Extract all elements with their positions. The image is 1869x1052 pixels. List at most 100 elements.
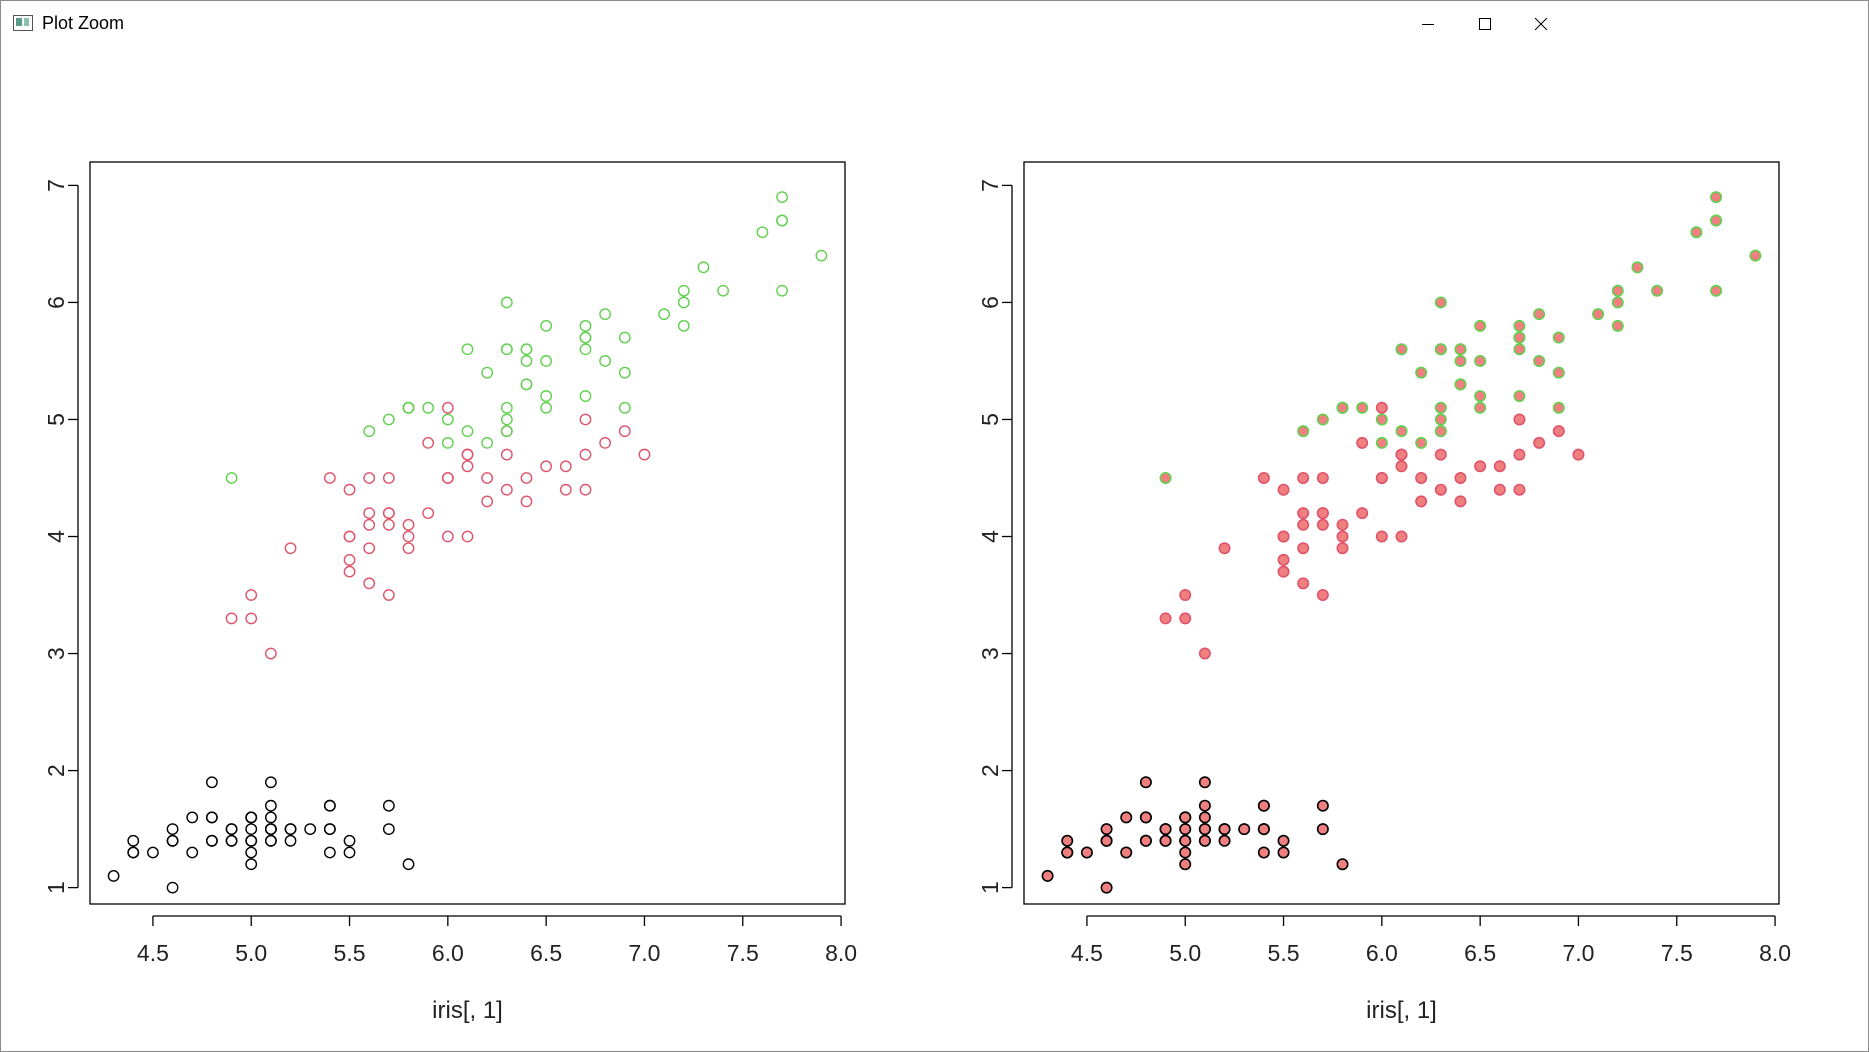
x-axis-label: iris[, 1]	[1366, 997, 1437, 1024]
scatter-plot-open-markers: 4.5 5.0 5.5 6.0 6.5 7.0 7.5 8.0 iris[, 1] 1 2 3 4 5 6 7	[43, 161, 857, 1024]
data-point	[1493, 483, 1506, 496]
x-tick-label: 4.5	[137, 940, 169, 966]
data-point	[127, 846, 140, 859]
data-point	[1434, 343, 1447, 356]
data-point	[245, 589, 258, 601]
data-point	[1297, 425, 1310, 438]
data-point	[1218, 823, 1231, 836]
data-point	[481, 366, 494, 379]
data-point	[1198, 799, 1211, 812]
data-point	[1651, 284, 1664, 297]
data-point	[618, 331, 631, 344]
data-point	[1375, 413, 1388, 426]
data-point	[382, 823, 395, 835]
data-point	[559, 460, 572, 473]
data-point	[1257, 846, 1270, 859]
data-point	[1415, 471, 1428, 484]
minimize-button[interactable]	[1394, 1, 1462, 47]
data-point	[1749, 249, 1762, 262]
data-point	[1297, 471, 1310, 484]
x-axis-label: iris[, 1]	[432, 997, 503, 1024]
y-tick-label: 6	[43, 296, 69, 309]
data-point	[520, 355, 533, 367]
data-point	[481, 495, 494, 508]
x-tick-label: 6.0	[432, 940, 464, 966]
data-point	[481, 436, 494, 449]
data-point	[1198, 823, 1211, 836]
data-point	[245, 612, 258, 625]
data-point	[1710, 284, 1723, 297]
x-tick-label: 5.0	[235, 940, 267, 966]
data-point	[1316, 413, 1329, 426]
data-point	[579, 343, 592, 356]
data-point	[540, 390, 553, 402]
data-point	[402, 542, 415, 555]
data-point	[1277, 553, 1290, 566]
data-point	[382, 413, 395, 426]
data-point	[776, 191, 788, 204]
data-point	[599, 308, 612, 321]
data-point	[206, 776, 218, 789]
data-point	[1395, 425, 1408, 438]
data-point	[520, 495, 533, 508]
title-bar[interactable]: Plot Zoom	[1, 1, 1868, 47]
data-point	[461, 530, 474, 543]
data-point	[500, 413, 513, 426]
data-point	[1159, 823, 1172, 836]
data-point	[1474, 319, 1487, 332]
data-point	[1159, 471, 1172, 484]
x-tick-label: 8.0	[1759, 940, 1791, 966]
data-point	[815, 249, 828, 262]
data-point	[756, 226, 769, 239]
data-point	[461, 448, 474, 461]
data-point	[422, 401, 435, 414]
data-point	[1611, 319, 1624, 332]
data-point	[1100, 834, 1113, 847]
data-point	[1474, 354, 1487, 367]
data-point	[717, 284, 729, 297]
data-point	[1198, 811, 1211, 824]
data-point	[520, 378, 533, 391]
data-point	[1277, 565, 1290, 578]
data-point	[1513, 343, 1526, 356]
data-point	[658, 308, 671, 321]
data-point	[1533, 436, 1546, 449]
data-point	[599, 436, 612, 449]
close-button[interactable]	[1507, 1, 1575, 47]
data-point	[441, 436, 454, 449]
data-point	[402, 401, 415, 414]
data-point	[225, 823, 238, 835]
data-point	[1513, 390, 1526, 403]
data-point	[1710, 214, 1723, 227]
data-point	[1179, 846, 1192, 859]
data-point	[1395, 530, 1408, 543]
data-point	[1120, 846, 1133, 859]
data-point	[1454, 343, 1467, 356]
data-point	[186, 846, 199, 859]
data-point	[1356, 507, 1369, 520]
data-point	[1179, 811, 1192, 824]
y-tick-label: 7	[43, 179, 69, 192]
data-point	[579, 413, 592, 426]
y-tick-label: 1	[977, 881, 1003, 894]
data-point	[1041, 869, 1054, 882]
maximize-button[interactable]	[1451, 1, 1519, 47]
data-point	[520, 343, 533, 356]
data-point	[1592, 308, 1605, 321]
data-point	[1061, 834, 1074, 847]
data-point	[500, 425, 513, 438]
data-point	[441, 401, 454, 414]
data-point	[1297, 507, 1310, 520]
data-point	[1434, 425, 1447, 438]
data-point	[1454, 471, 1467, 484]
app-icon	[13, 15, 33, 31]
data-point	[1316, 589, 1329, 602]
close-icon	[1534, 17, 1548, 31]
data-point	[618, 366, 631, 379]
data-point	[1198, 776, 1211, 789]
data-point	[206, 811, 218, 824]
data-point	[1198, 834, 1211, 847]
data-point	[363, 472, 376, 484]
data-point	[1179, 834, 1192, 847]
data-point	[461, 460, 474, 473]
